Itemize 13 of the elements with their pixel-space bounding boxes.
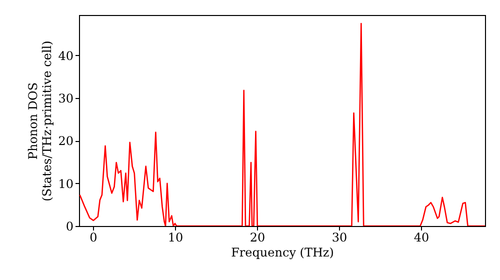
y-tick-label: 30	[58, 92, 74, 106]
y-tick-label: 10	[58, 176, 74, 191]
x-axis-title: Frequency (THz)	[231, 246, 334, 260]
line-series	[79, 22, 485, 226]
x-tick-label: 20	[250, 230, 266, 244]
y-axis-title: Phonon DOS (States/THz·primitive cell)	[26, 40, 54, 202]
x-tick-label: 10	[168, 230, 184, 244]
x-tick-label: 40	[414, 230, 430, 244]
y-tick-label: 20	[58, 134, 74, 148]
x-tick-label: 30	[332, 230, 348, 244]
y-tick-label: 0	[66, 220, 74, 234]
y-tick-label: 40	[58, 48, 74, 63]
x-tick-label: 0	[90, 230, 98, 244]
